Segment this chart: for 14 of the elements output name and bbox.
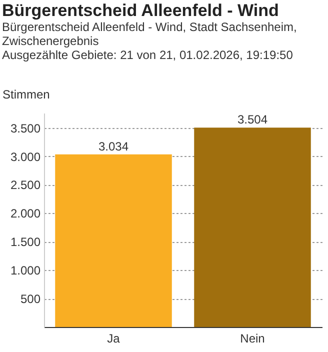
y-axis-title: Stimmen bbox=[2, 88, 50, 102]
y-tick-label: 500 bbox=[20, 292, 41, 306]
chart-subtitle: Bürgerentscheid Alleenfeld - Wind, Stadt Sachsenheim, Zwischenergebnis Ausgezählte Gebiete: 21 von 21, 01.02.2026, 19:19:50 bbox=[2, 20, 297, 62]
x-tick-label: Nein bbox=[240, 332, 265, 346]
y-tick-label: 3.500 bbox=[10, 121, 41, 136]
chart-title: Bürgerentscheid Alleenfeld - Wind bbox=[2, 1, 279, 20]
y-tick-label: 3.000 bbox=[10, 150, 41, 164]
y-tick-label: 2.500 bbox=[10, 178, 41, 192]
data-label: 3.504 bbox=[237, 112, 268, 127]
y-tick-label: 1.500 bbox=[10, 235, 41, 250]
x-tick-label: Ja bbox=[107, 332, 120, 346]
y-tick-label: 1.000 bbox=[10, 264, 41, 278]
data-label: 3.034 bbox=[98, 139, 129, 154]
y-tick-label: 2.000 bbox=[10, 206, 41, 221]
